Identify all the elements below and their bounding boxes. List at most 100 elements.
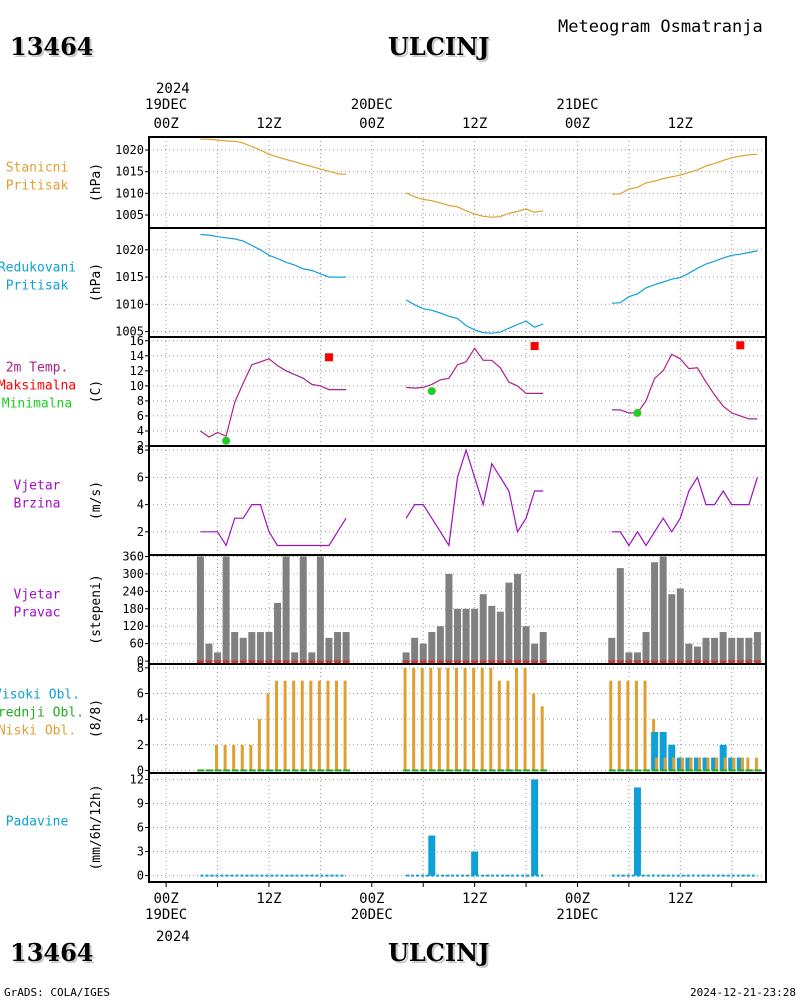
- bottom-hour-label: 12Z: [462, 891, 487, 907]
- cloud-high-bar: [693, 757, 701, 771]
- wind-direction-bar: [625, 652, 633, 662]
- y-tick-label: 6: [137, 821, 144, 835]
- cloud-base-tick: [488, 769, 496, 772]
- panel-label: 2m Temp.: [6, 361, 69, 376]
- cloud-base-tick: [240, 769, 248, 772]
- cloud-base-tick: [257, 769, 265, 772]
- y-tick-label: 1010: [115, 186, 144, 200]
- wind-direction-bar: [753, 632, 761, 662]
- wind-direction-base: [676, 660, 684, 664]
- wind-direction-base: [471, 660, 479, 664]
- cloud-low-bar: [480, 667, 484, 771]
- cloud-base-tick: [625, 769, 633, 772]
- wind-direction-base: [625, 660, 633, 664]
- bottom-hour-label: 00Z: [359, 891, 384, 907]
- cloud-base-tick: [343, 769, 351, 772]
- wind-direction-base: [196, 660, 204, 664]
- wind-direction-base: [685, 660, 693, 664]
- cloud-low-bar: [300, 680, 304, 771]
- wind-direction-bar: [222, 556, 230, 662]
- station-name-footer: ULCINJ: [388, 938, 489, 967]
- cloud-base-tick: [428, 769, 436, 772]
- cloud-low-bar: [455, 667, 458, 771]
- y-axis-label: (stepeni): [89, 574, 104, 644]
- cloud-base-tick: [514, 769, 522, 772]
- wind-direction-bar: [633, 652, 641, 662]
- wind-direction-base: [256, 660, 264, 664]
- wind-direction-base: [265, 660, 273, 664]
- cloud-mid-bar: [706, 757, 710, 771]
- y-tick-label: 180: [122, 602, 144, 616]
- bottom-hour-label: 12Z: [668, 891, 693, 907]
- cloud-low-bar: [446, 667, 450, 771]
- wind-direction-bar: [651, 562, 659, 662]
- wind-direction-bar: [719, 632, 727, 662]
- y-tick-label: 0: [137, 763, 144, 777]
- cloud-base-tick: [300, 769, 308, 772]
- top-day-label: 20DEC: [351, 97, 393, 113]
- wind-direction-base: [736, 660, 744, 664]
- precip-bar: [428, 835, 436, 876]
- top-hour-label: 00Z: [359, 116, 384, 132]
- cloud-mid-bar: [663, 757, 667, 771]
- wind-direction-base: [539, 660, 547, 664]
- product-title: Meteogram Osmatranja: [558, 17, 763, 37]
- wind-direction-bar: [282, 556, 290, 662]
- cloud-base-tick: [634, 769, 642, 772]
- panel-frame: [148, 772, 767, 883]
- wind-direction-bar: [334, 632, 342, 662]
- cloud-low-bar: [754, 757, 758, 771]
- cloud-low-bar: [412, 667, 416, 771]
- wind-direction-bar: [642, 632, 650, 662]
- cloud-mid-bar: [740, 757, 744, 771]
- cloud-low-bar: [634, 680, 638, 771]
- wind-direction-bar: [531, 643, 539, 662]
- top-day-label: 19DEC: [145, 97, 187, 113]
- station-name: ULCINJ: [388, 32, 489, 61]
- y-axis-label: (mm/6h/12h): [89, 784, 104, 870]
- y-tick-label: 3: [137, 845, 144, 859]
- cloud-high-bar: [736, 757, 744, 771]
- wind-direction-base: [616, 660, 624, 664]
- cloud-base-tick: [214, 769, 222, 772]
- cloud-base-tick: [617, 769, 625, 772]
- y-tick-label: 4: [137, 424, 144, 438]
- panel-label: Visoki Obl.: [0, 688, 80, 703]
- cloud-base-tick: [411, 769, 419, 772]
- wind-direction-base: [282, 660, 290, 664]
- y-tick-label: 1015: [115, 270, 144, 284]
- wind-direction-bar: [419, 643, 427, 662]
- cloud-high-bar: [685, 757, 693, 771]
- cloud-mid-bar: [697, 757, 701, 771]
- y-tick-label: 2: [137, 439, 144, 453]
- wind-direction-base: [633, 660, 641, 664]
- series-line: [405, 192, 544, 218]
- series-line: [200, 233, 347, 278]
- cloud-base-tick: [317, 769, 325, 772]
- wind-direction-bar: [454, 608, 461, 662]
- wind-direction-base: [222, 660, 230, 664]
- cloud-base-tick: [403, 769, 411, 772]
- cloud-low-bar: [309, 680, 313, 771]
- cloud-base-tick: [737, 769, 745, 772]
- precip-bar: [531, 779, 539, 876]
- cloud-low-bar: [266, 693, 270, 771]
- cloud-low-bar: [326, 680, 330, 771]
- y-tick-label: 4: [137, 712, 144, 726]
- wind-direction-bar: [505, 582, 513, 662]
- cloud-base-tick: [643, 769, 651, 772]
- cloud-base-tick: [197, 769, 205, 772]
- y-tick-label: 300: [122, 567, 144, 581]
- wind-direction-base: [231, 660, 239, 664]
- cloud-base-tick: [205, 769, 213, 772]
- panel-label: Vjetar: [14, 588, 61, 603]
- wind-direction-base: [419, 660, 427, 664]
- wind-direction-base: [308, 660, 316, 664]
- bottom-hour-label: 00Z: [153, 891, 178, 907]
- cloud-high-bar: [719, 744, 727, 771]
- bottom-hour-label: 00Z: [565, 891, 590, 907]
- cloud-base-tick: [291, 769, 299, 772]
- top-hour-label: 00Z: [153, 116, 178, 132]
- cloud-low-bar: [343, 680, 347, 771]
